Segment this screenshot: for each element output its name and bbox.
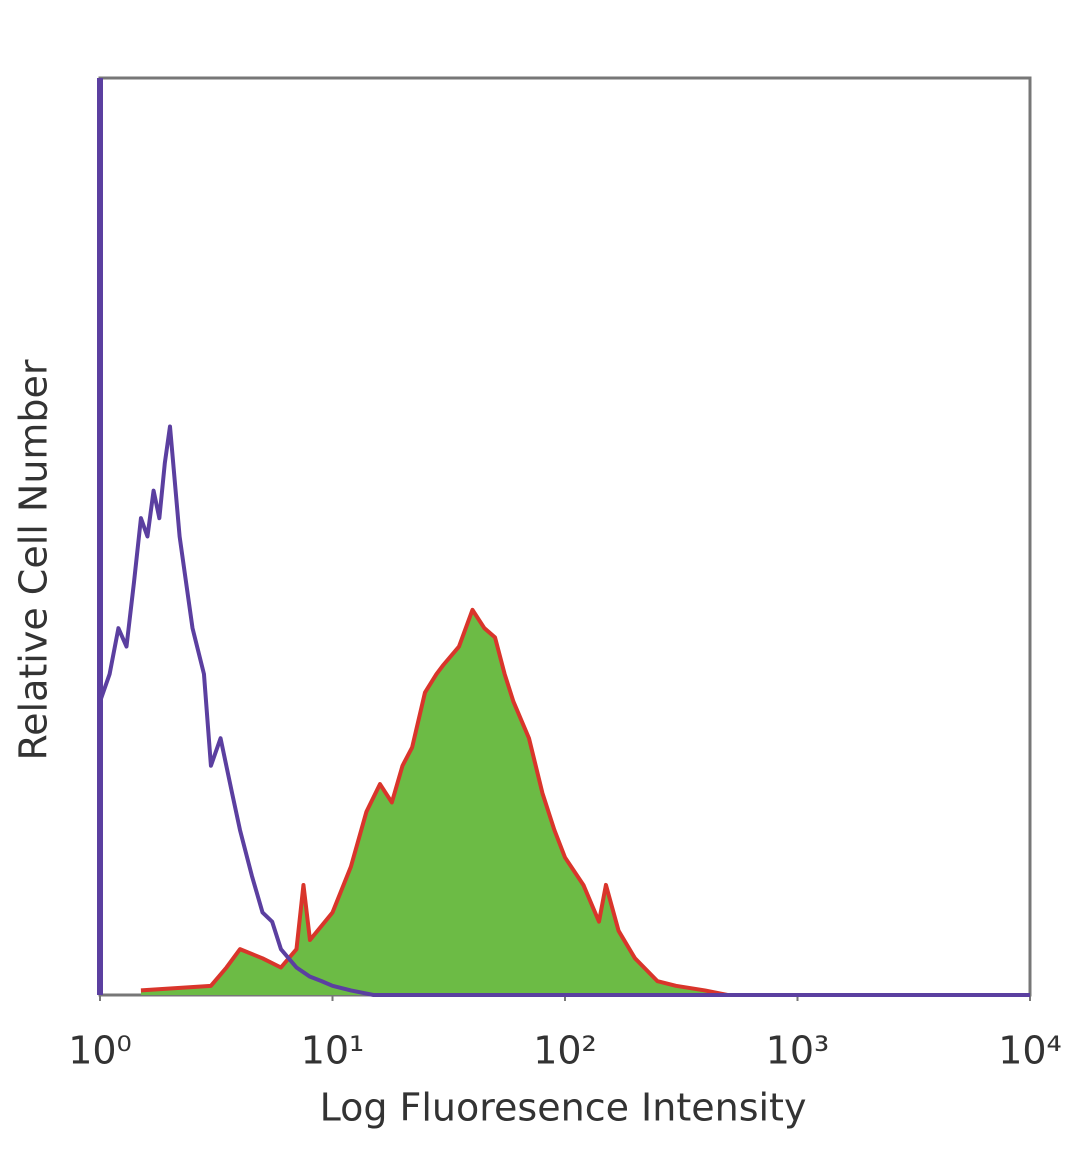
x-tick-label: 10⁰ bbox=[68, 1029, 132, 1073]
series-area bbox=[140, 609, 1030, 995]
x-axis-label: Log Fluoresence Intensity bbox=[320, 1086, 807, 1130]
x-tick-label: 10³ bbox=[766, 1029, 830, 1073]
x-tick-label: 10⁴ bbox=[998, 1029, 1062, 1073]
y-axis-label: Relative Cell Number bbox=[12, 359, 56, 760]
series-line bbox=[140, 607, 1030, 997]
series-line bbox=[98, 424, 1030, 997]
x-tick-label: 10² bbox=[533, 1029, 597, 1073]
x-tick-label: 10¹ bbox=[301, 1029, 365, 1073]
